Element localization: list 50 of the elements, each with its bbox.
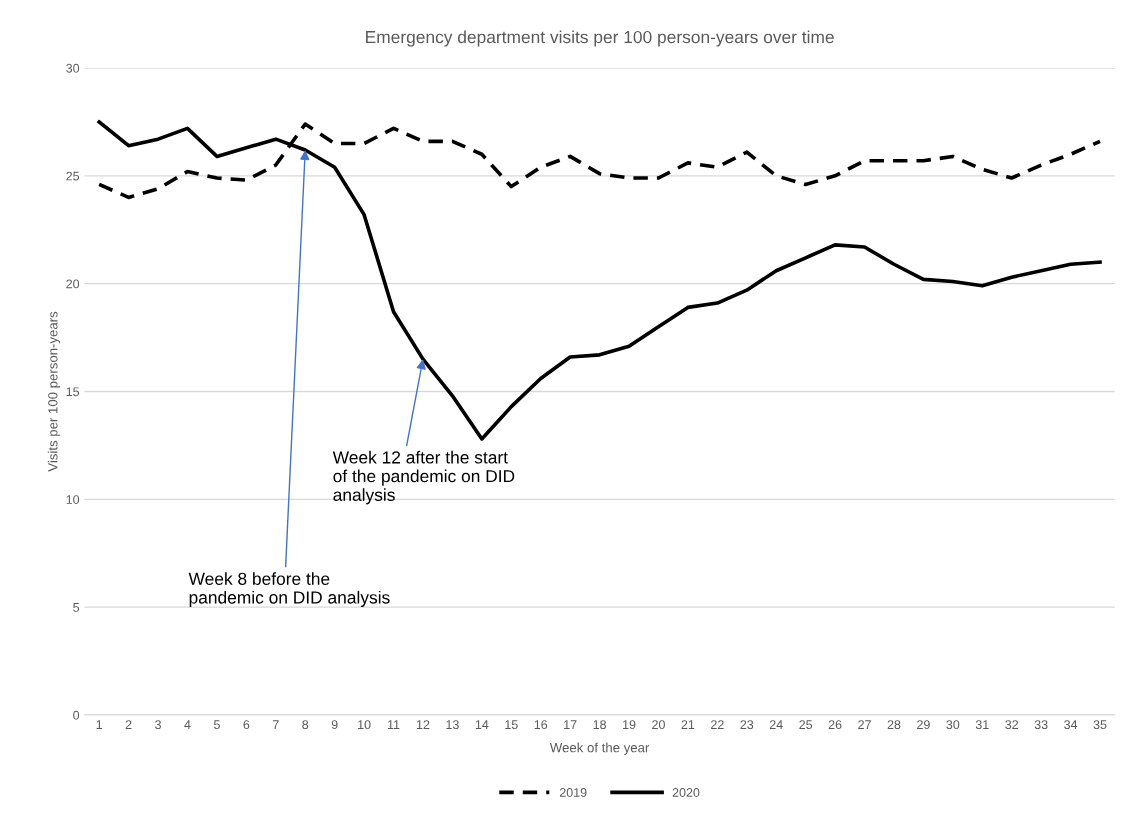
x-tick-label: 21 — [681, 720, 695, 729]
x-tick-label: 17 — [564, 720, 577, 729]
y-tick-label: 0 — [73, 710, 80, 720]
x-axis-title: Week of the year — [549, 742, 650, 755]
x-tick-label: 32 — [1005, 720, 1019, 730]
x-tick-label: 3 — [155, 720, 161, 730]
x-tick-label: 12 — [416, 720, 430, 729]
x-tick-label: 28 — [887, 720, 901, 730]
x-tick-label: 31 — [975, 720, 989, 730]
x-tick-label: 23 — [740, 720, 754, 730]
x-tick-label: 20 — [652, 720, 665, 730]
y-tick-label: 30 — [66, 63, 80, 73]
x-tick-label: 11 — [388, 720, 400, 729]
x-tick-label: 25 — [799, 720, 813, 730]
x-tick-label: 2 — [125, 720, 132, 729]
x-tick-label: 14 — [475, 720, 489, 729]
x-tick-label: 34 — [1064, 720, 1078, 730]
x-tick-label: 27 — [858, 720, 871, 729]
x-tick-label: 29 — [917, 720, 930, 730]
legend-label: 2020 — [672, 788, 700, 797]
chart-title: Emergency department visits per 100 person-years over time — [366, 30, 834, 47]
x-tick-label: 6 — [243, 720, 250, 730]
y-tick-label: 15 — [66, 387, 80, 397]
y-tick-label: 10 — [66, 495, 80, 504]
x-tick-label: 33 — [1034, 720, 1048, 730]
x-tick-label: 15 — [505, 720, 518, 730]
x-tick-label: 19 — [623, 720, 636, 730]
y-tick-label: 5 — [73, 603, 80, 612]
x-tick-label: 7 — [272, 720, 279, 729]
x-tick-label: 18 — [593, 720, 606, 730]
x-tick-label: 16 — [534, 720, 548, 730]
x-tick-label: 8 — [302, 720, 309, 730]
x-tick-label: 1 — [96, 720, 103, 729]
x-tick-label: 13 — [446, 720, 459, 730]
annotation: Week 12 after the start of the pandemic on DID analysis — [332, 450, 515, 505]
annotation: Week 8 before the pandemic on DID analysis — [188, 572, 390, 608]
x-tick-label: 9 — [331, 720, 338, 730]
x-tick-label: 4 — [184, 720, 191, 729]
x-tick-label: 26 — [828, 720, 842, 730]
x-tick-label: 10 — [358, 720, 371, 730]
line-series — [97, 120, 1102, 441]
x-tick-label: 5 — [213, 720, 220, 730]
x-tick-label: 30 — [946, 720, 960, 730]
y-axis-title: Visits per 100 person-years — [47, 311, 61, 472]
legend-label: 2019 — [559, 788, 587, 797]
x-tick-label: 22 — [711, 720, 724, 729]
y-tick-label: 25 — [66, 171, 80, 181]
x-tick-label: 35 — [1093, 720, 1107, 730]
y-tick-label: 20 — [66, 279, 80, 289]
x-tick-label: 24 — [769, 720, 783, 729]
